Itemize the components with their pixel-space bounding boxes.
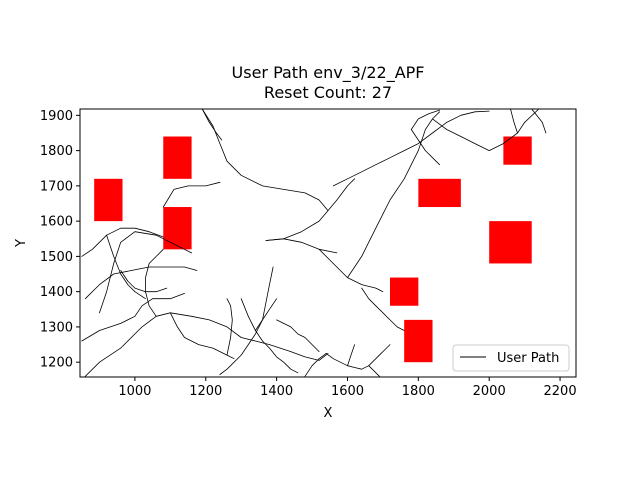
path-segment-13 (327, 178, 356, 212)
legend: User Path (452, 344, 570, 372)
x-tick-label-1800: 1800 (402, 384, 435, 399)
x-tick-label-1400: 1400 (260, 384, 293, 399)
x-tick-label-1600: 1600 (331, 384, 364, 399)
path-segment-33 (106, 234, 146, 300)
y-tick-label-1300: 1300 (40, 320, 73, 335)
obstacle-rect-2 (163, 207, 192, 250)
path-segment-4 (99, 231, 193, 314)
path-segment-31 (410, 129, 441, 166)
y-tick-label-1900: 1900 (40, 109, 73, 124)
path-segment-32 (410, 109, 441, 130)
path-segment-0 (84, 312, 270, 377)
path-segment-17 (531, 109, 547, 134)
obstacle-rect-7 (404, 319, 433, 363)
path-segment-34 (120, 270, 168, 293)
y-axis-label: Y (14, 239, 29, 248)
path-segment-28 (145, 248, 164, 317)
path-segment-25 (347, 344, 356, 367)
chart-title-line1: User Path env_3/22_APF (232, 63, 425, 83)
path-segment-9 (265, 210, 329, 241)
y-axis: 1200 1300 1400 1500 1600 1700 1800 1900 (40, 109, 80, 371)
path-segment-15 (432, 118, 490, 152)
chart-title-line2: Reset Count: 27 (264, 83, 392, 102)
path-segment-24 (368, 365, 380, 377)
path-segment-26 (254, 298, 278, 331)
path-segment-22 (304, 352, 327, 377)
path-segment-30 (226, 298, 233, 356)
path-segment-10 (265, 238, 338, 254)
y-tick-label-1200: 1200 (40, 356, 73, 371)
path-segment-21 (276, 319, 320, 353)
path-segment-5 (81, 227, 164, 257)
obstacle-rect-3 (418, 178, 461, 208)
y-tick-label-1500: 1500 (40, 250, 73, 265)
x-tick-label-1000: 1000 (118, 384, 151, 399)
path-segment-12 (332, 110, 490, 187)
path-segment-19 (240, 298, 299, 374)
path-segment-6 (162, 181, 221, 208)
path-segment-1 (269, 344, 329, 361)
y-tick-label-1600: 1600 (40, 215, 73, 230)
x-tick-label-2000: 2000 (473, 384, 506, 399)
path-segment-27 (361, 287, 405, 331)
path-segment-23 (325, 344, 391, 370)
obstacle-rect-1 (163, 136, 192, 179)
legend-label: User Path (497, 351, 559, 366)
path-segment-18 (510, 109, 518, 134)
x-axis-label: X (324, 406, 333, 421)
y-tick-label-1400: 1400 (40, 285, 73, 300)
obstacle-rect-0 (94, 178, 123, 222)
path-segment-3 (84, 266, 198, 300)
y-tick-label-1700: 1700 (40, 179, 73, 194)
path-layer (81, 109, 547, 377)
y-tick-label-1800: 1800 (40, 144, 73, 159)
plot-frame (79, 108, 577, 378)
path-segment-20 (219, 266, 274, 375)
obstacle-rect-4 (503, 136, 532, 165)
x-tick-label-2200: 2200 (544, 384, 577, 399)
path-segment-14 (347, 111, 441, 279)
path-segment-2 (81, 292, 185, 342)
path-segment-11 (318, 248, 384, 293)
path-segment-29 (169, 312, 235, 360)
x-axis: 1000 1200 1400 1600 1800 2000 2200 (118, 377, 577, 399)
x-tick-label-1200: 1200 (189, 384, 222, 399)
path-segment-8 (201, 109, 223, 141)
path-segment-7 (201, 109, 329, 212)
obstacle-rect-5 (489, 221, 532, 264)
obstacle-layer (94, 136, 532, 363)
obstacle-rect-6 (390, 277, 419, 306)
legend-box (452, 344, 570, 372)
